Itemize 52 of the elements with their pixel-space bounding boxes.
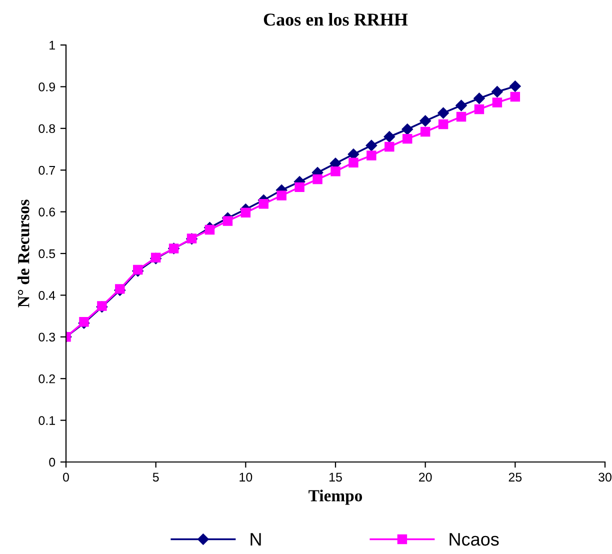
point [402,124,413,135]
point [79,317,89,327]
x-tick-label: 10 [240,472,252,482]
point [456,112,466,122]
point [240,208,251,218]
point [204,224,215,235]
point [474,104,484,114]
y-axis-title: N° de Recursos [18,200,30,308]
point [312,174,322,184]
y-tick-label: 0.7 [38,166,55,175]
legend-label: N [250,533,261,546]
point [456,100,467,112]
point [510,92,520,102]
point [492,86,503,98]
y-tick-label: 0 [49,458,56,467]
point [384,142,394,152]
y-tick-label: 0.9 [38,82,55,92]
point [222,216,233,226]
point [420,115,431,126]
y-tick-label: 0.3 [38,332,56,342]
y-tick-label: 0.5 [38,249,56,258]
point [294,182,304,192]
point [510,80,521,92]
x-tick-label: 30 [598,472,612,482]
point [384,131,396,142]
point [366,150,376,160]
y-tick-label: 0.4 [38,291,56,300]
x-tick-label: 25 [508,472,522,482]
point [438,119,448,130]
y-tick-label: 0.2 [38,374,55,384]
y-tick-label: 1 [50,40,55,50]
point [330,166,340,176]
y-tick-label: 0.6 [38,208,56,216]
x-tick-label: 5 [152,472,159,482]
x-axis-title: Tiempo [308,490,362,505]
chart-title: Caos en los RRHH [264,13,408,26]
y-tick-label: 0.8 [38,124,56,134]
legend-label: Ncaos [450,533,499,546]
y-tick-label: 0.1 [38,416,55,425]
x-tick-label: 0 [63,472,69,482]
point [474,92,485,104]
point [402,134,412,144]
point [438,107,449,119]
point [115,284,125,294]
point [276,190,286,200]
point [348,158,358,168]
point [366,140,378,152]
x-tick-label: 20 [419,472,432,482]
point [258,199,268,209]
point [420,126,430,137]
x-tick-label: 15 [330,472,342,482]
point [492,98,502,108]
